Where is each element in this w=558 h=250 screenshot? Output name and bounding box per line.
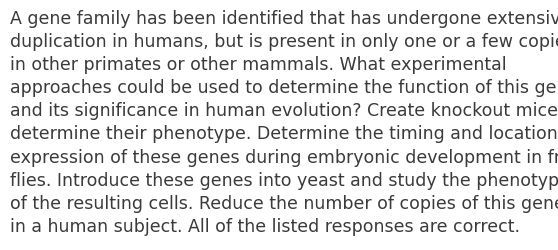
Text: A gene family has been identified that has undergone extensive: A gene family has been identified that h…: [10, 10, 558, 28]
Text: expression of these genes during embryonic development in fruit: expression of these genes during embryon…: [10, 148, 558, 166]
Text: in a human subject. All of the listed responses are correct.: in a human subject. All of the listed re…: [10, 217, 520, 235]
Text: and its significance in human evolution? Create knockout mice to: and its significance in human evolution?…: [10, 102, 558, 120]
Text: flies. Introduce these genes into yeast and study the phenotype: flies. Introduce these genes into yeast …: [10, 171, 558, 189]
Text: determine their phenotype. Determine the timing and location of: determine their phenotype. Determine the…: [10, 125, 558, 143]
Text: in other primates or other mammals. What experimental: in other primates or other mammals. What…: [10, 56, 507, 74]
Text: duplication in humans, but is present in only one or a few copies: duplication in humans, but is present in…: [10, 33, 558, 51]
Text: approaches could be used to determine the function of this gene: approaches could be used to determine th…: [10, 79, 558, 97]
Text: of the resulting cells. Reduce the number of copies of this gene: of the resulting cells. Reduce the numbe…: [10, 194, 558, 212]
